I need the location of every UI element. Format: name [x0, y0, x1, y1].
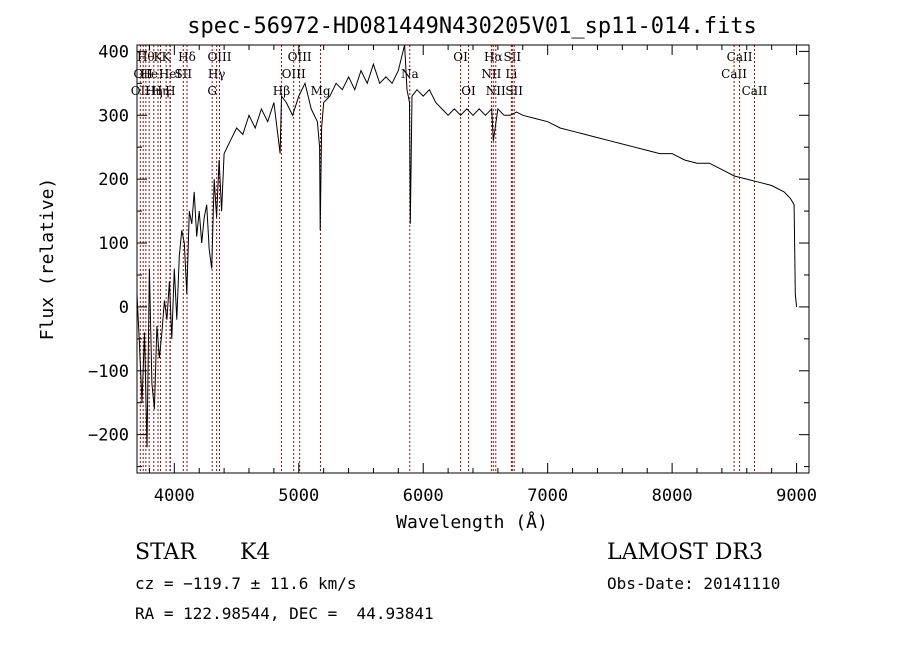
plot-frame	[136, 44, 810, 474]
x-tick-label: 4000	[154, 486, 195, 506]
object-class: STAR	[135, 540, 196, 565]
y-tick-label: 300	[98, 106, 129, 126]
survey-name: LAMOST DR3	[607, 540, 763, 565]
x-tick-label: 8000	[652, 486, 693, 506]
line-marker-label: NII	[481, 67, 501, 81]
line-marker-label: Mg	[311, 84, 331, 98]
line-marker-label: SII	[174, 67, 192, 81]
line-marker-label: Hβ	[273, 84, 290, 98]
line-marker-label: HeI	[159, 67, 182, 81]
line-marker-label: Hη	[152, 84, 170, 98]
y-tick-label: 100	[98, 234, 129, 254]
line-marker-label: Na	[401, 67, 419, 81]
object-subclass: K4	[240, 540, 271, 565]
line-marker-label: CaII	[721, 67, 747, 81]
y-tick-label: 200	[98, 170, 129, 190]
line-marker-label: NII	[486, 84, 506, 98]
x-tick-label: 9000	[776, 486, 817, 506]
line-marker-label: Li	[505, 67, 517, 81]
y-tick-label: −100	[88, 362, 129, 382]
line-marker-label: OIII	[207, 50, 231, 64]
x-axis: 4000 5000 6000 7000 8000 9000	[148, 45, 817, 506]
chart-title: spec-56972-HD081449N430205V01_sp11-014.f…	[187, 14, 757, 39]
coordinates: RA = 122.98544, DEC = 44.93841	[135, 604, 434, 623]
observation-date: Obs-Date: 20141110	[607, 574, 781, 593]
line-marker-label: Hθ	[137, 50, 155, 64]
x-tick-label: 7000	[527, 486, 568, 506]
line-markers: OIIOIIHθHeHηKHηKHHeISIIHδGHγOIIIHβOIIIOI…	[131, 45, 768, 473]
line-marker-label: OI	[453, 50, 468, 64]
line-marker-label: CaII	[742, 84, 768, 98]
x-axis-label: Wavelength (Å)	[396, 511, 548, 533]
line-marker-label: Hδ	[178, 50, 196, 64]
line-marker-label: SII	[505, 84, 523, 98]
y-tick-label: 400	[98, 42, 129, 62]
x-tick-label: 6000	[403, 486, 444, 506]
y-axis: −200 −100 0 100 200 300 400	[88, 42, 809, 468]
line-marker-label: G	[207, 84, 217, 98]
spectrum-line	[136, 44, 798, 448]
y-tick-label: 0	[119, 298, 129, 318]
line-marker-label: Hα	[484, 50, 503, 64]
y-tick-label: −200	[88, 426, 129, 446]
line-marker-label: Hγ	[208, 67, 226, 81]
line-marker-label: He	[140, 67, 158, 81]
line-marker-label: SII	[503, 50, 521, 64]
radial-velocity: cz = −119.7 ± 11.6 km/s	[135, 574, 357, 593]
x-tick-label: 5000	[278, 486, 319, 506]
line-marker-label: OIII	[282, 67, 306, 81]
line-marker-label: OII	[134, 67, 154, 81]
line-marker-label: K	[154, 50, 164, 64]
line-marker-label: OI	[461, 84, 476, 98]
line-marker-label: K	[162, 50, 172, 64]
y-axis-label: Flux (relative)	[37, 178, 58, 341]
line-marker-label: OIII	[288, 50, 312, 64]
line-marker-label: CaII	[727, 50, 753, 64]
